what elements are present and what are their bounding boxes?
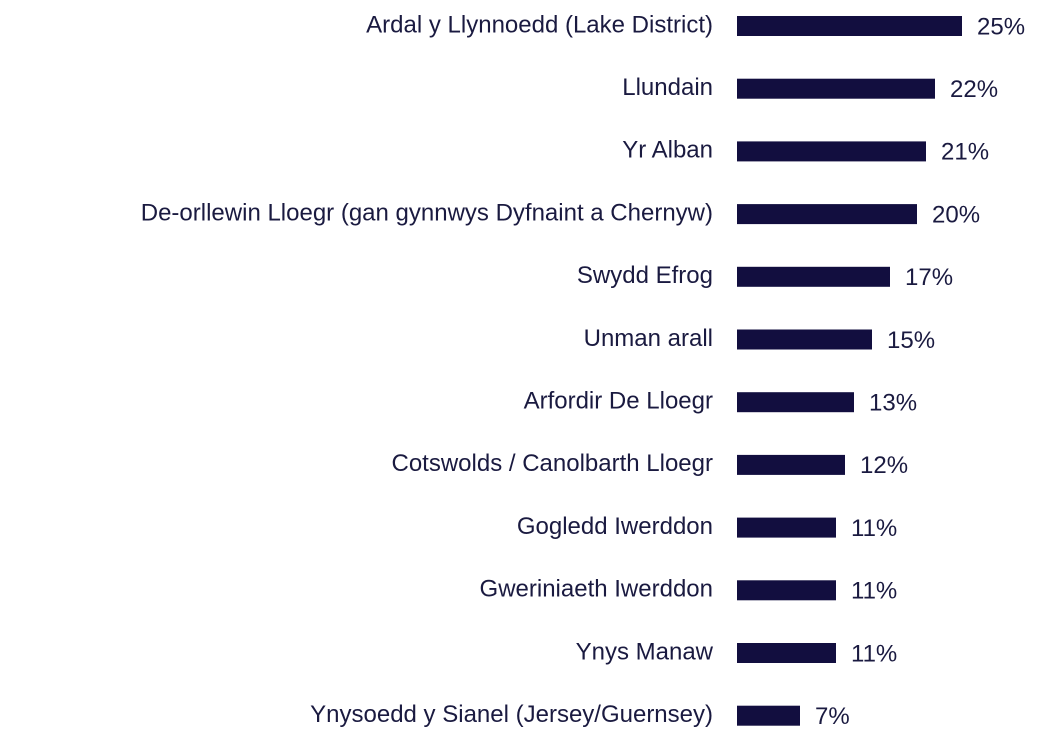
bar [737,141,926,162]
category-label: Swydd Efrog [577,262,713,289]
bar [737,454,845,475]
category-label: De-orllewin Lloegr (gan gynnwys Dyfnaint… [141,199,713,226]
value-label: 20% [932,201,980,228]
value-label: 11% [851,515,897,542]
value-label: 11% [851,578,897,605]
bar [737,329,872,350]
category-label: Llundain [622,74,713,101]
bar [737,16,962,36]
bar [737,643,836,663]
category-label: Yr Alban [622,137,713,164]
bar [737,392,854,413]
bar [737,266,890,287]
category-label: Gogledd Iwerddon [517,513,713,540]
value-label: 12% [860,452,908,479]
category-label: Unman arall [584,325,713,352]
value-label: 15% [887,327,935,354]
category-label: Ynysoedd y Sianel (Jersey/Guernsey) [310,701,713,728]
bar [737,78,935,99]
category-label: Cotswolds / Canolbarth Lloegr [391,450,713,477]
bar [737,517,836,538]
value-label: 21% [941,139,989,166]
value-label: 11% [851,640,897,667]
bar [737,705,800,726]
value-label: 25% [977,13,1025,40]
category-label: Arfordir De Lloegr [524,388,713,415]
bar [737,580,836,601]
bar [737,204,917,225]
category-label: Ardal y Llynnoedd (Lake District) [366,11,713,38]
category-label: Ynys Manaw [576,638,714,665]
value-label: 13% [869,390,917,417]
value-label: 7% [815,703,850,730]
value-label: 17% [905,264,953,291]
value-label: 22% [950,76,998,103]
category-label: Gweriniaeth Iwerddon [480,576,713,603]
